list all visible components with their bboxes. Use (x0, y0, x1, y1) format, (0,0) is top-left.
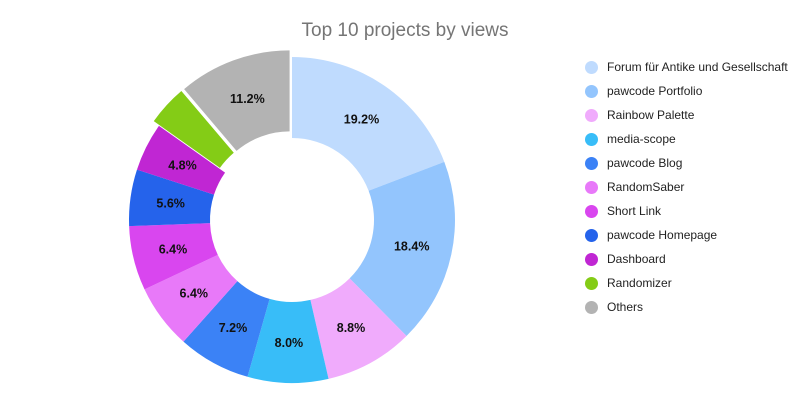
pie-slice-others[interactable] (184, 50, 290, 151)
legend-swatch-icon (585, 108, 598, 122)
legend-label: RandomSaber (607, 180, 685, 194)
legend-swatch-icon (585, 60, 598, 74)
donut-chart: 19.2% 18.4% 8.8% 8.0% 7.2% 6.4% 6.4% 5.6% 4.8% 11… (129, 50, 455, 383)
slice-value-label: 6.4% (180, 287, 209, 301)
slice-value-label: 7.2% (219, 321, 248, 335)
legend-swatch-icon (585, 156, 598, 170)
pie-slice-randomizer[interactable] (153, 90, 234, 168)
legend-item[interactable]: Randomizer (585, 271, 788, 295)
legend-label: Dashboard (607, 252, 666, 266)
slice-value-label: 19.2% (344, 113, 379, 127)
legend-item[interactable]: RandomSaber (585, 175, 788, 199)
legend-swatch-icon (585, 276, 598, 290)
legend-label: Short Link (607, 204, 662, 218)
legend-swatch-icon (585, 300, 598, 314)
chart-legend: Forum für Antike und Gesellschaft pawcode… (585, 55, 788, 319)
legend-label: pawcode Blog (607, 156, 683, 170)
legend-item[interactable]: media-scope (585, 127, 788, 151)
legend-swatch-icon (585, 132, 598, 146)
slice-value-label: 4.8% (168, 159, 197, 173)
chart-title: Top 10 projects by views (0, 20, 810, 42)
pie-slice-rainbow-palette[interactable] (310, 278, 407, 379)
legend-label: pawcode Homepage (607, 228, 718, 242)
legend-swatch-icon (585, 84, 598, 98)
pie-slice-media-scope[interactable] (247, 298, 329, 383)
legend-item[interactable]: Rainbow Palette (585, 103, 788, 127)
legend-label: pawcode Portfolio (607, 84, 703, 98)
legend-item[interactable]: Short Link (585, 199, 788, 223)
legend-label: Forum für Antike und Gesellschaft (607, 60, 788, 74)
legend-label: media-scope (607, 132, 676, 146)
pie-slice-pawcode-portfolio[interactable] (349, 161, 455, 336)
pie-slice-forum-f-r-antike-und-gesellschaft[interactable] (292, 57, 445, 191)
legend-item[interactable]: Forum für Antike und Gesellschaft (585, 55, 788, 79)
legend-swatch-icon (585, 252, 598, 266)
slice-value-label: 6.4% (159, 242, 188, 256)
slice-value-label: 5.6% (156, 197, 185, 211)
legend-swatch-icon (585, 228, 598, 242)
slice-value-label: 18.4% (394, 239, 429, 253)
legend-label: Randomizer (607, 276, 672, 290)
chart-title-text: Top 10 projects by views (301, 20, 509, 41)
legend-item[interactable]: Others (585, 295, 788, 319)
legend-item[interactable]: pawcode Portfolio (585, 79, 788, 103)
pie-slice-pawcode-blog[interactable] (183, 281, 270, 377)
pie-slice-short-link[interactable] (129, 223, 218, 290)
pie-slice-randomsaber[interactable] (144, 254, 238, 342)
legend-swatch-icon (585, 180, 598, 194)
slice-value-label: 8.8% (337, 321, 366, 335)
legend-item[interactable]: Dashboard (585, 247, 788, 271)
legend-item[interactable]: pawcode Blog (585, 151, 788, 175)
pie-slice-dashboard[interactable] (136, 125, 226, 195)
pie-slice-pawcode-homepage[interactable] (129, 169, 215, 227)
legend-item[interactable]: pawcode Homepage (585, 223, 788, 247)
slice-value-label: 8.0% (275, 336, 304, 350)
slice-value-label: 11.2% (230, 92, 265, 106)
legend-swatch-icon (585, 204, 598, 218)
legend-label: Rainbow Palette (607, 108, 695, 122)
legend-label: Others (607, 300, 644, 314)
